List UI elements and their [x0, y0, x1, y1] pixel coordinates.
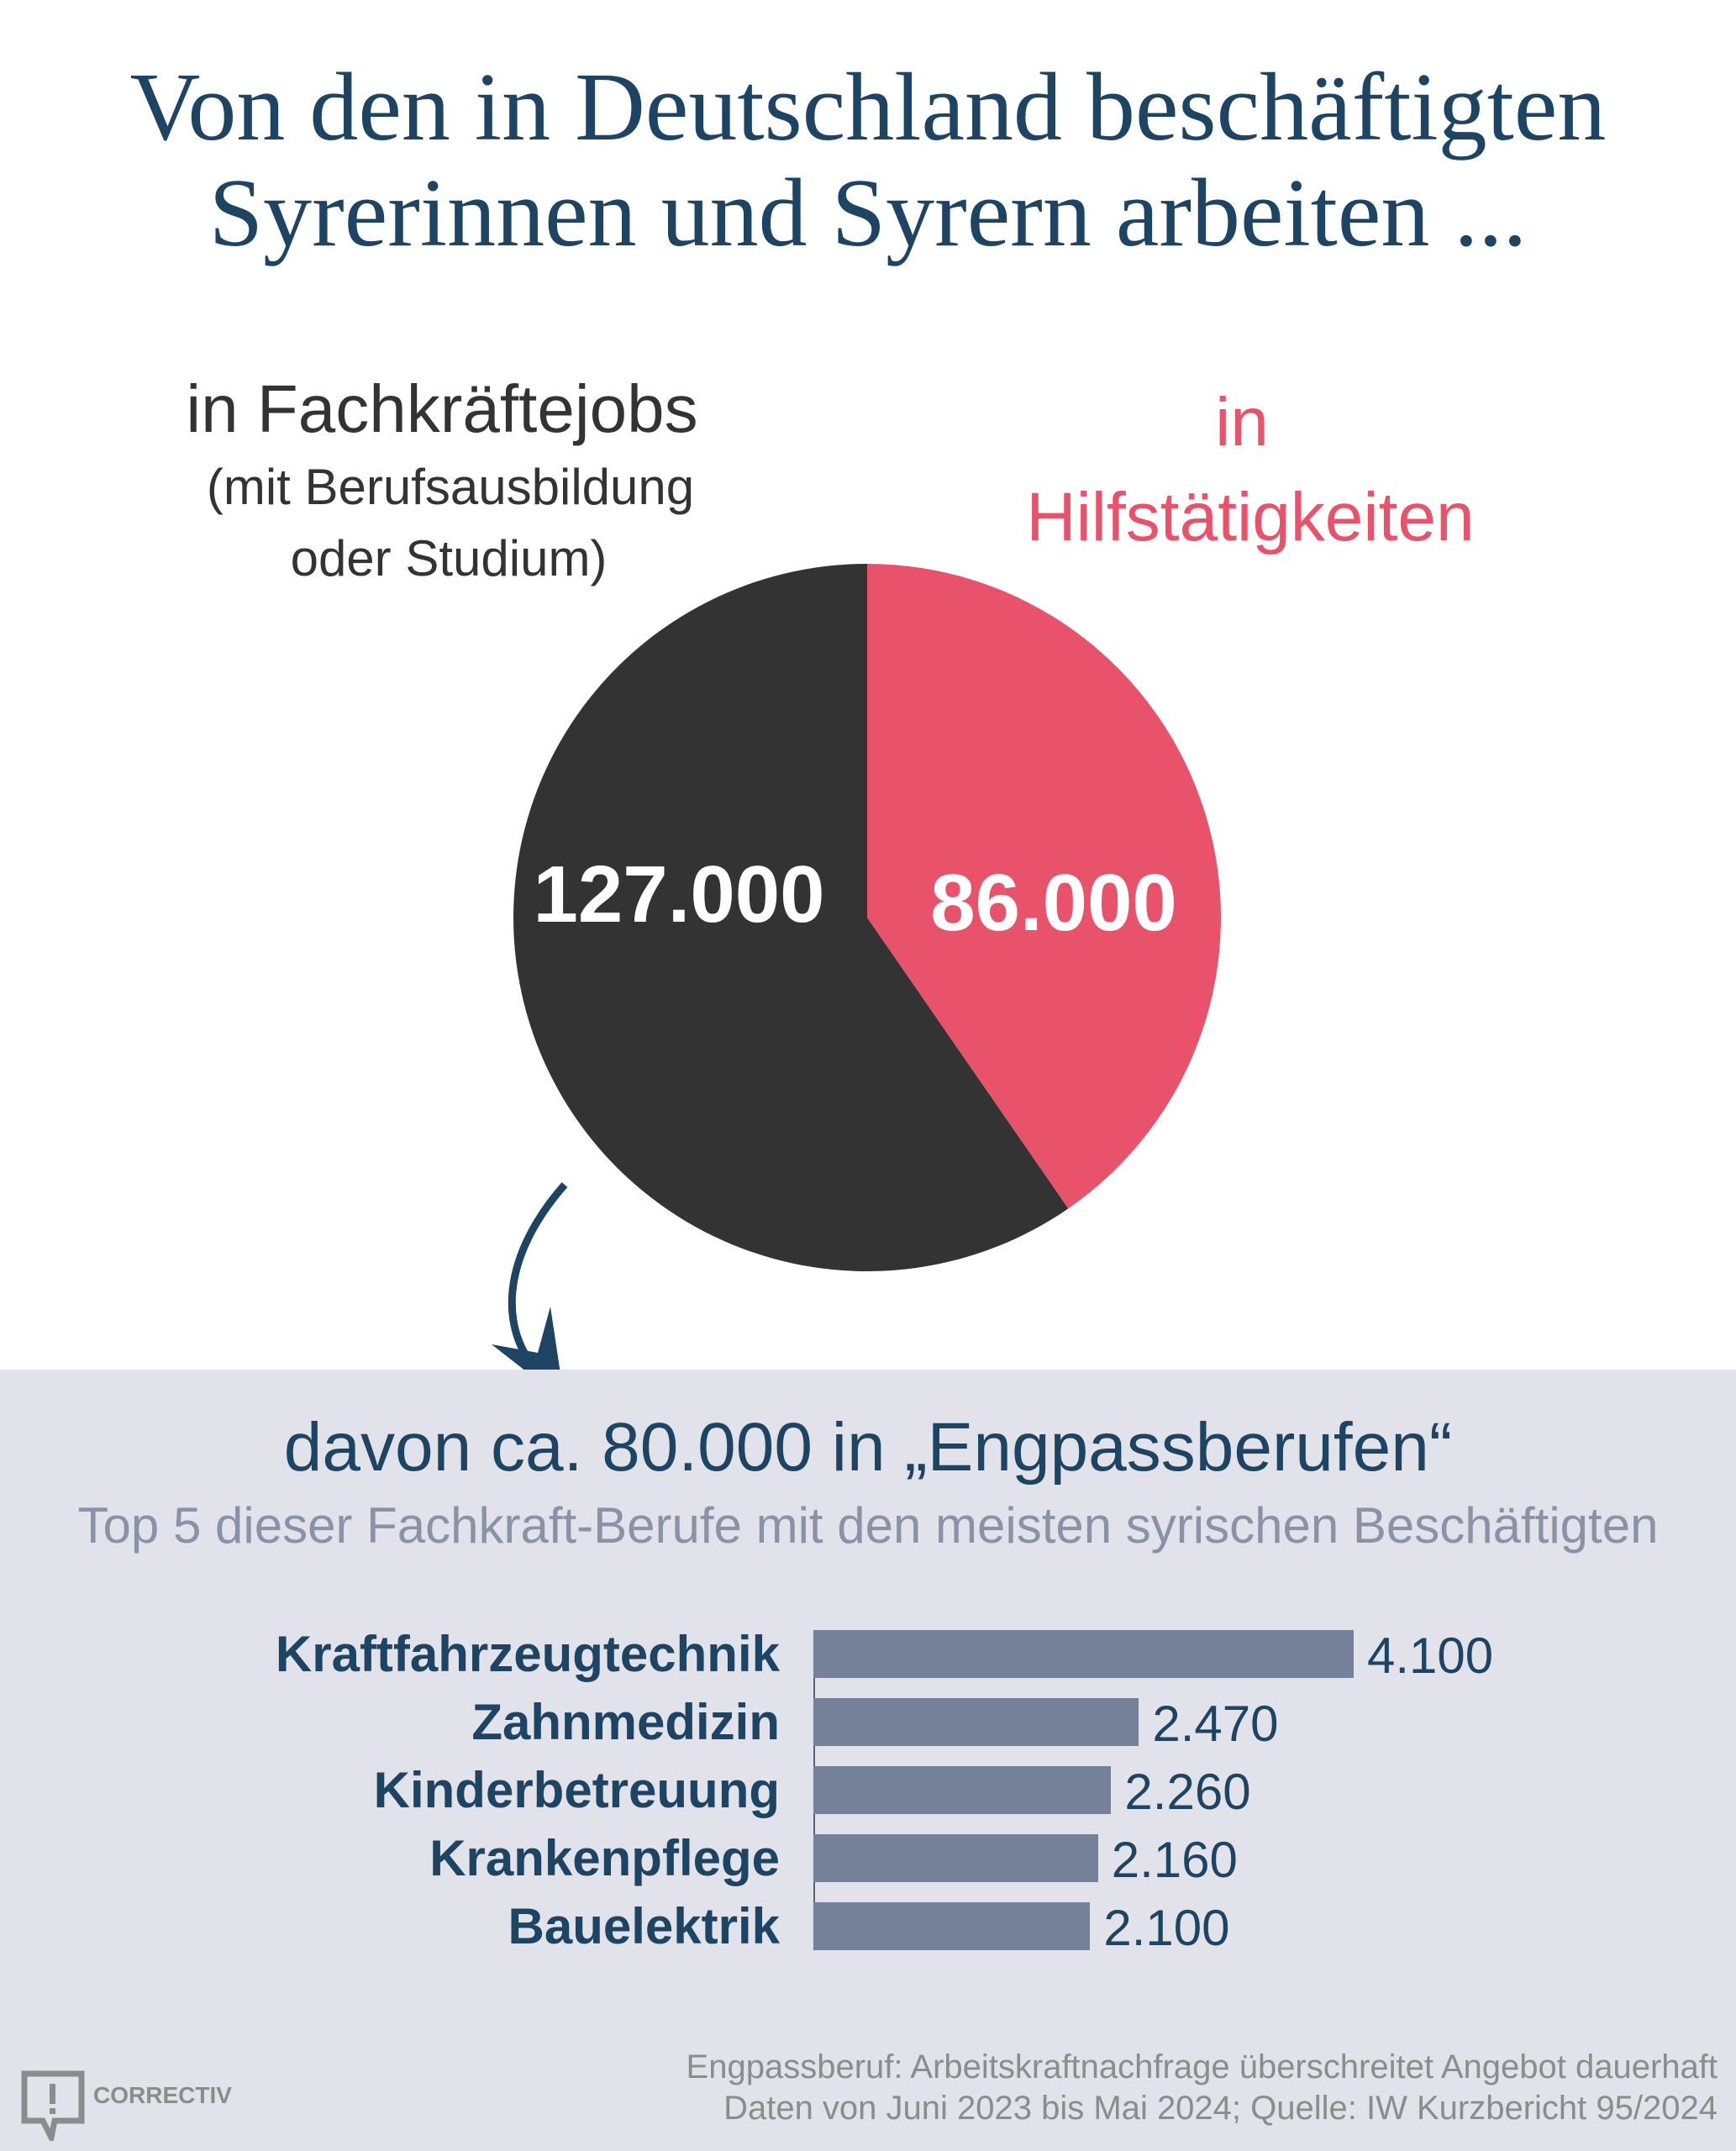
bar	[813, 1902, 1091, 1950]
bar-value-label: 4.100	[1367, 1627, 1494, 1684]
correctiv-logo-icon	[21, 2070, 85, 2141]
engpass-panel	[0, 1370, 1736, 2151]
correctiv-logo-text: CORRECTIV	[93, 2082, 232, 2108]
pie-chart	[492, 564, 1221, 1370]
bar-value-label: 2.470	[1152, 1695, 1279, 1752]
bar	[813, 1834, 1098, 1882]
pie-slice-helper	[867, 564, 1221, 1209]
arrowhead-icon	[492, 1307, 560, 1370]
bar-value-label: 2.100	[1103, 1899, 1230, 1956]
bar-category-label: Kinderbetreuung	[373, 1761, 780, 1818]
bar-category-label: Zahnmedizin	[471, 1693, 780, 1750]
bar	[813, 1630, 1354, 1678]
bar-category-label: Krankenpflege	[429, 1829, 780, 1886]
pie-label-helper: 86.000	[930, 858, 1177, 948]
skilled-sub-2: oder Studium)	[290, 530, 608, 586]
bar-category-label: Kraftfahrzeugtechnik	[275, 1625, 780, 1682]
bar	[813, 1766, 1112, 1814]
arrow-icon	[508, 1182, 568, 1364]
helper-label-1: in	[1215, 384, 1269, 460]
bar-chart-title: davon ca. 80.000 in „Engpassberufen“	[283, 1409, 1453, 1486]
bar-category-label: Bauelektrik	[508, 1897, 781, 1954]
pie-label-skilled: 127.000	[533, 849, 825, 939]
bar-chart-subtitle: Top 5 dieser Fachkraft-Berufe mit den me…	[77, 1497, 1659, 1554]
footer-source: Daten von Juni 2023 bis Mai 2024; Quelle…	[723, 2090, 1718, 2127]
title-line-2: Syrerinnen und Syrern arbeiten ...	[208, 160, 1528, 267]
pie-slice-skilled	[513, 564, 1069, 1271]
skilled-label: in Fachkräftejobs	[186, 371, 698, 446]
bar	[813, 1698, 1139, 1746]
bar-value-label: 2.260	[1124, 1763, 1251, 1820]
bar-value-label: 2.160	[1111, 1831, 1238, 1888]
footer-note: Engpassberuf: Arbeitskraftnachfrage über…	[686, 2048, 1718, 2085]
skilled-sub-1: (mit Berufsausbildung	[206, 459, 695, 515]
title-line-1: Von den in Deutschland beschäftigten	[129, 54, 1607, 161]
helper-label-2: Hilfstätigkeiten	[1026, 479, 1475, 555]
